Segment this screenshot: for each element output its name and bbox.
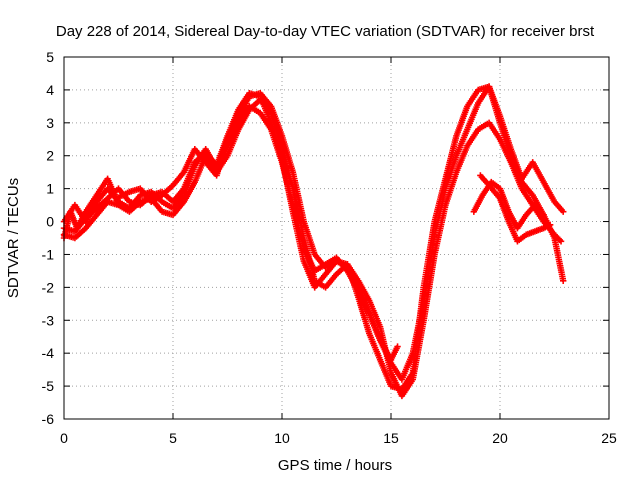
- y-tick-label: -2: [42, 279, 55, 295]
- grid-lines: [64, 57, 609, 419]
- y-axis-title: SDTVAR / TECUs: [5, 178, 22, 298]
- y-tick-label: -3: [42, 312, 55, 328]
- x-tick-label: 20: [492, 430, 508, 446]
- x-tick-label: 0: [60, 430, 68, 446]
- y-tick-label: 3: [46, 115, 54, 131]
- y-tick-label: -4: [42, 345, 55, 361]
- y-tick-label: -5: [42, 378, 55, 394]
- data-point: [540, 211, 547, 219]
- x-tick-label: 25: [601, 430, 617, 446]
- y-tick-label: 0: [46, 214, 54, 230]
- y-tick-label: 4: [46, 82, 54, 98]
- series-track-6: [470, 178, 547, 232]
- y-tick-label: -6: [42, 411, 55, 427]
- x-tick-label: 15: [383, 430, 399, 446]
- y-tick-label: -1: [42, 246, 55, 262]
- data-series: [60, 83, 567, 400]
- y-tick-label: 5: [46, 49, 54, 65]
- data-point: [560, 277, 567, 284]
- axis-ticks: [63, 56, 610, 420]
- x-axis-title: GPS time / hours: [278, 457, 392, 474]
- chart-title: Day 228 of 2014, Sidereal Day-to-day VTE…: [56, 23, 595, 40]
- data-point: [394, 343, 401, 350]
- data-point: [560, 208, 567, 215]
- series-track-4: [60, 83, 567, 393]
- data-point: [557, 238, 565, 245]
- x-tick-label: 5: [169, 430, 177, 446]
- y-tick-label: 2: [46, 148, 54, 164]
- plot-frame: [63, 56, 610, 420]
- y-tick-label: 1: [46, 181, 54, 197]
- data-point: [546, 221, 554, 229]
- x-tick-label: 10: [274, 430, 290, 446]
- series-track-5: [477, 172, 554, 245]
